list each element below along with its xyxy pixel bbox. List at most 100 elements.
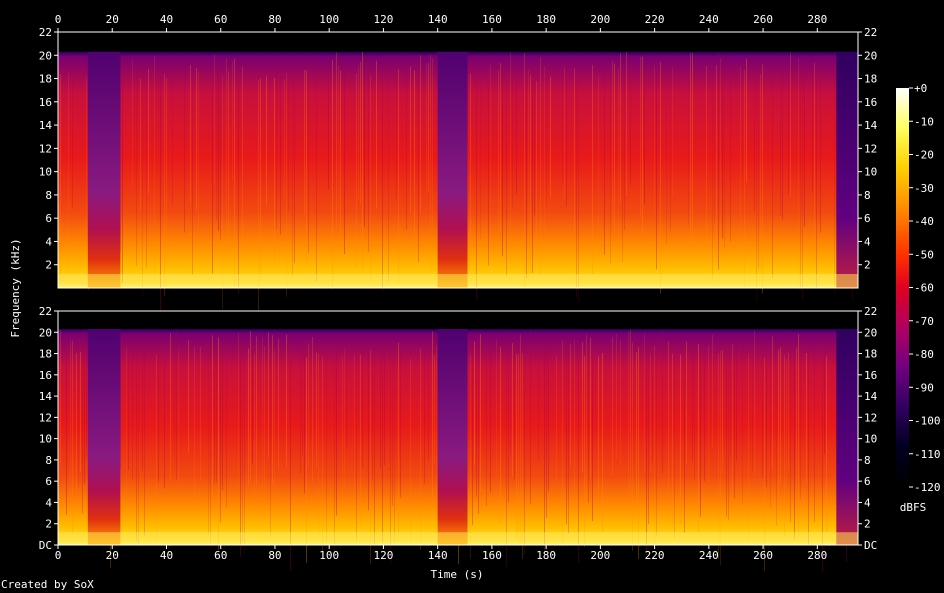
streak [722,349,723,474]
streak [488,79,489,266]
streak [642,56,643,235]
y-axis-label: Frequency (kHz) [9,238,22,337]
streak [420,55,421,213]
y-tick-label: 22 [39,26,52,39]
x-tick-label: 260 [753,13,773,26]
streak [776,346,777,526]
streak [512,342,513,478]
streak [712,61,713,282]
streak [656,336,657,537]
streak [176,329,177,480]
streak [342,357,343,505]
streak [704,356,705,482]
streak [726,350,727,517]
streak [400,349,401,498]
streak [688,63,689,226]
streak [406,65,407,230]
streak [286,72,287,297]
streak [66,353,67,515]
streak [546,64,547,208]
streak [142,340,143,471]
streak [502,64,503,257]
streak [262,336,263,516]
plot-frame-1 [57,31,859,289]
streak [686,341,687,464]
streak [304,333,305,494]
y-tick-label: 16 [864,96,877,109]
y-tick-label: 6 [45,475,52,488]
streak [370,350,371,565]
streak [474,341,475,466]
streak [486,355,487,507]
colorbar-tick-label: -100 [914,415,941,428]
streak [476,81,477,300]
streak [534,56,535,216]
streak [516,74,517,195]
streak [344,63,345,254]
streak [530,74,531,273]
streak [720,57,721,252]
streak [222,76,223,310]
streak [312,336,313,483]
colorbar-tick-label: -40 [914,215,934,228]
streak [370,74,371,282]
streak [772,336,773,470]
y-tick-label: 4 [864,235,871,248]
streak [808,351,809,546]
streak [392,349,393,506]
y-tick-label: 18 [864,73,877,86]
streak [364,61,365,227]
colorbar-tick-label: -60 [914,282,934,295]
streak [120,58,121,252]
x-tick-label: 40 [160,549,173,562]
y-tick-label: 16 [864,369,877,382]
colorbar-tick-label: -30 [914,182,934,195]
x-tick-label: 120 [373,13,393,26]
streak [754,78,755,212]
streak [148,68,149,194]
streak [602,353,603,532]
transient-streaks [58,51,857,314]
colorbar-tick-label: -10 [914,115,934,128]
streak [716,65,717,263]
streak [192,66,193,275]
streak [626,51,627,197]
x-tick-label: 160 [482,549,502,562]
x-tick-label: 20 [106,549,119,562]
streak [190,65,191,203]
streak [544,66,545,245]
streak [86,76,87,235]
quiet-segment [836,51,858,289]
colorbar-label: dBFS [900,501,927,514]
x-tick-label: 240 [699,549,719,562]
streak [822,356,823,573]
streak [732,344,733,510]
x-tick-label: 140 [428,13,448,26]
streak [146,68,147,268]
streak [790,52,791,198]
streak [668,341,669,524]
streak [796,347,797,513]
streak [396,76,397,200]
y-tick-label: 14 [39,119,53,132]
quiet-segment [437,329,468,545]
streak [220,75,221,240]
streak [574,340,575,503]
streak [724,59,725,249]
streak [612,60,613,223]
y-tick-label: 8 [864,189,871,202]
streak [532,81,533,273]
streak [172,64,173,207]
streak [616,333,617,459]
streak [242,66,243,244]
x-tick-label: 100 [319,13,339,26]
x-tick-label: 200 [590,549,610,562]
streak [576,78,577,297]
streak [158,344,159,482]
streak [136,66,137,266]
streak [316,352,317,469]
streak [200,346,201,481]
streak [308,343,309,467]
streak [86,344,87,458]
streak [744,70,745,288]
